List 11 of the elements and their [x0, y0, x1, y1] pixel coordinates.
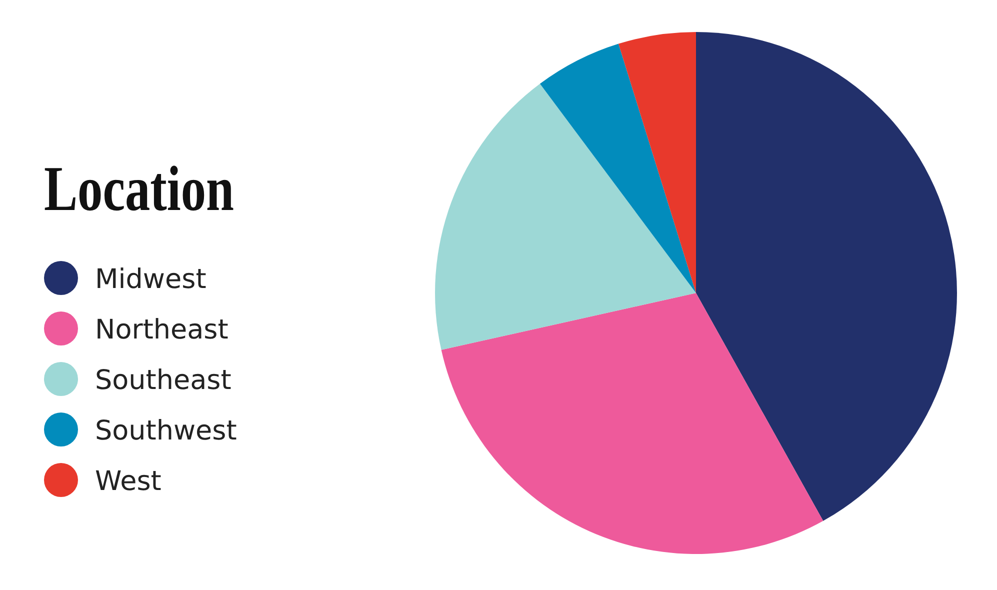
legend-label: Northeast	[95, 314, 228, 346]
pie-slice	[540, 44, 696, 293]
pie-slice	[696, 32, 957, 521]
legend-label: Southeast	[95, 365, 232, 396]
pie-slice	[618, 32, 696, 293]
pie-slice	[435, 84, 696, 350]
legend-label: Midwest	[95, 264, 206, 295]
legend-title: Location	[44, 153, 286, 224]
legend-label: Southwest	[95, 416, 237, 446]
pie-slice	[441, 293, 824, 554]
legend-label: West	[95, 466, 162, 497]
